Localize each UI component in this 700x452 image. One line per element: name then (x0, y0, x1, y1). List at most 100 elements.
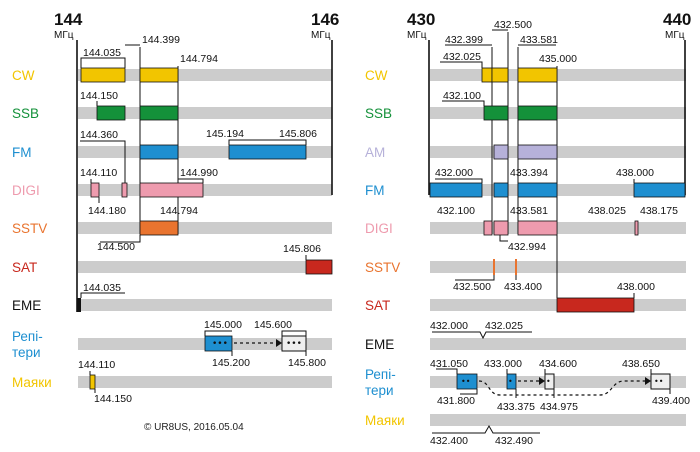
right-am-seg-1 (493, 144, 509, 160)
right-mode-sstv: SSTV (365, 260, 400, 275)
left-fm-seg-2 (228, 144, 307, 160)
left-digi-label-b: 144.990 (180, 167, 218, 179)
right-mode-eme: EME (365, 337, 394, 352)
right-sstv-label-b: 433.400 (504, 281, 542, 293)
right-rep-box-3-dots: • (546, 377, 551, 386)
right-panel: 430 МГц 440 МГц CW SSB AM FM DIGI SSTV S… (365, 10, 691, 447)
left-digi-leader-b (177, 178, 204, 183)
left-cw-leader-a (80, 57, 126, 68)
left-end-freq: 146 (311, 10, 339, 29)
left-rep-input-dots: ••• (212, 339, 228, 349)
right-fm-seg-1 (429, 182, 483, 198)
right-mode-rep-2: тери (365, 383, 394, 398)
left-digi-seg-2 (121, 182, 128, 198)
right-rep-box-2 (506, 373, 517, 390)
right-rep-label-d: 438.650 (622, 358, 660, 370)
left-sstv-seg (139, 220, 179, 236)
left-mode-ssb: SSB (12, 106, 39, 121)
left-mode-rep-1: Репі- (12, 329, 43, 344)
left-sstv-leader-b (100, 235, 141, 243)
right-sat-seg (556, 297, 635, 313)
right-cw-seg-3 (517, 67, 558, 83)
right-rep-box-1 (456, 373, 478, 390)
left-end-unit: МГц (311, 30, 331, 41)
right-beacon-label-a: 432.400 (430, 435, 468, 447)
left-track-sstv (78, 222, 332, 234)
right-digi-label-e: 432.994 (508, 241, 546, 253)
left-fm-bracket (228, 139, 307, 145)
right-rep-box-1-dots: •• (461, 377, 470, 386)
left-cw-seg-2 (139, 67, 179, 83)
left-rep-label-d: 145.800 (288, 357, 326, 369)
left-mode-beacons: Маяки (12, 375, 52, 390)
right-mode-fm: FM (365, 183, 385, 198)
left-sstv-label-a: 144.794 (160, 205, 198, 217)
right-sat-label-a: 438.000 (617, 281, 655, 293)
left-track-eme (78, 299, 332, 311)
right-mode-rep-1: Репі- (365, 367, 396, 382)
left-eme-label-a: 144.035 (83, 282, 121, 294)
right-ssb-label-a: 432.100 (443, 90, 481, 102)
left-fm-leader-a (80, 140, 126, 184)
right-track-cw (430, 69, 686, 81)
right-track-digi (430, 222, 686, 234)
right-rep-box-3 (544, 373, 555, 390)
left-mode-eme: EME (12, 298, 41, 313)
left-cw-label-b: 144.399 (142, 34, 180, 46)
left-rep-output-dots: ••• (286, 339, 302, 349)
left-rep-label-b: 145.600 (254, 319, 292, 331)
left-digi-label-c: 144.180 (88, 205, 126, 217)
left-sat-seg (305, 259, 333, 275)
right-start-unit: МГц (407, 30, 427, 41)
right-rep-box-2-dots: • (508, 377, 513, 386)
right-digi-leader-e (499, 235, 508, 242)
left-sat-label-a: 145.806 (283, 243, 321, 255)
right-fm-seg-2 (493, 182, 509, 198)
right-digi-label-b: 433.581 (510, 205, 548, 217)
left-panel: 144 МГц 146 МГц CW SSB FM DIGI SSTV SAT … (12, 10, 339, 433)
left-digi-seg-3 (139, 182, 204, 198)
left-track-bea (78, 376, 332, 388)
right-am-seg-2 (517, 144, 558, 160)
right-mode-ssb: SSB (365, 106, 392, 121)
left-ssb-seg-2 (139, 105, 179, 121)
right-mode-cw: CW (365, 68, 388, 83)
right-digi-label-a: 432.100 (437, 205, 475, 217)
right-ssb-seg-2 (517, 105, 558, 121)
right-mode-digi: DIGI (365, 221, 393, 236)
left-rep-output-box (281, 335, 307, 352)
left-start-unit: МГц (54, 30, 74, 41)
left-mode-sat: SAT (12, 260, 37, 275)
right-fm-label-a: 432.000 (435, 167, 473, 179)
right-mode-am: AM (365, 145, 385, 160)
right-rep-arrowhead-2-icon (539, 377, 545, 385)
right-track-bea (430, 414, 686, 426)
right-mode-sat: SAT (365, 298, 390, 313)
right-cw-seg-1 (481, 67, 493, 83)
right-fm-label-c: 438.000 (616, 167, 654, 179)
left-mode-digi: DIGI (12, 183, 40, 198)
right-fm-seg-4 (633, 182, 686, 198)
left-fm-seg-1 (139, 144, 179, 160)
right-digi-seg-2 (493, 220, 509, 236)
right-rep-shift-1 (478, 380, 645, 396)
left-beacon-label-a: 144.110 (78, 359, 115, 371)
right-digi-seg-1 (483, 220, 493, 236)
right-cw-leader-c (440, 61, 483, 68)
right-rep-label-e: 431.800 (437, 395, 475, 407)
right-beacon-label-b: 432.490 (495, 435, 533, 447)
left-eme-seg (77, 298, 81, 312)
right-cw-label-b: 432.399 (445, 34, 483, 46)
right-rep-leader-a (436, 368, 458, 374)
right-rep-label-b: 433.000 (484, 358, 522, 370)
right-digi-seg-4 (634, 220, 639, 236)
left-cw-label-a: 144.035 (83, 47, 121, 59)
right-rep-label-c: 434.600 (539, 358, 577, 370)
left-digi-seg-1 (90, 182, 100, 198)
right-digi-label-d: 438.175 (640, 205, 678, 217)
left-digi-label-a: 144.110 (80, 167, 117, 179)
left-rep-input-box (204, 335, 233, 352)
right-ssb-leader (442, 100, 485, 106)
right-digi-label-c: 438.025 (588, 205, 626, 217)
right-rep-label-g: 434.975 (540, 401, 578, 413)
